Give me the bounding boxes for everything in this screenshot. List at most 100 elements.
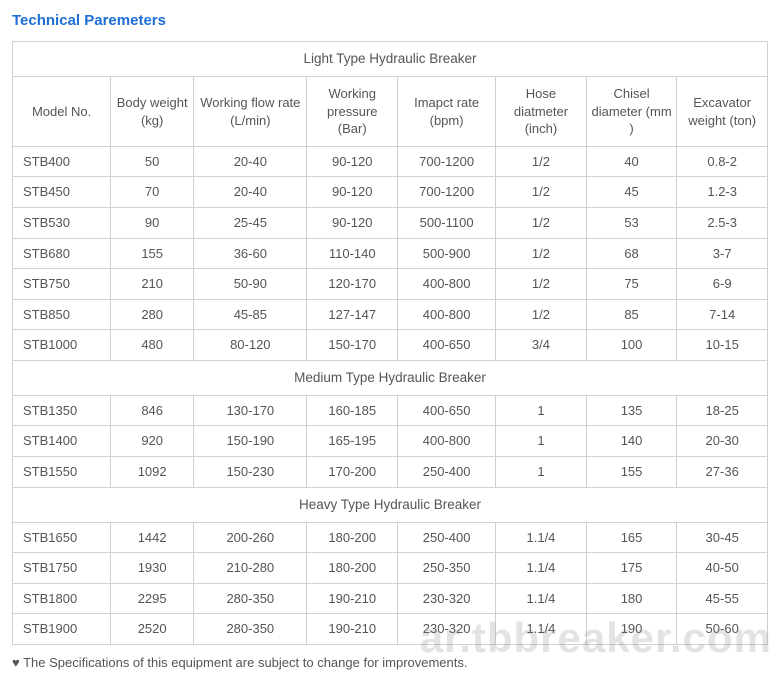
- table-cell: 40-50: [677, 553, 768, 584]
- table-cell: 920: [111, 426, 194, 457]
- table-cell: 25-45: [194, 207, 307, 238]
- table-cell: 20-40: [194, 146, 307, 177]
- table-cell: STB1000: [13, 330, 111, 361]
- table-cell: 2.5-3: [677, 207, 768, 238]
- table-cell: 190: [586, 614, 677, 645]
- table-cell: 230-320: [398, 614, 496, 645]
- table-cell: 165-195: [307, 426, 398, 457]
- table-row: STB1400920150-190165-195400-800114020-30: [13, 426, 768, 457]
- table-cell: STB1750: [13, 553, 111, 584]
- table-cell: STB680: [13, 238, 111, 269]
- column-header: Hose diatmeter (inch): [496, 77, 587, 147]
- table-cell: 1/2: [496, 146, 587, 177]
- table-cell: 200-260: [194, 522, 307, 553]
- table-cell: 1/2: [496, 269, 587, 300]
- table-cell: 70: [111, 177, 194, 208]
- table-cell: 7-14: [677, 299, 768, 330]
- table-cell: 210-280: [194, 553, 307, 584]
- table-cell: 10-15: [677, 330, 768, 361]
- table-cell: 1/2: [496, 177, 587, 208]
- table-cell: 53: [586, 207, 677, 238]
- table-cell: 1.2-3: [677, 177, 768, 208]
- table-cell: 75: [586, 269, 677, 300]
- table-cell: 165: [586, 522, 677, 553]
- table-cell: 180-200: [307, 553, 398, 584]
- table-cell: STB400: [13, 146, 111, 177]
- table-cell: 700-1200: [398, 177, 496, 208]
- table-cell: 180: [586, 583, 677, 614]
- table-cell: 250-400: [398, 522, 496, 553]
- table-cell: STB530: [13, 207, 111, 238]
- table-cell: 190-210: [307, 583, 398, 614]
- table-cell: 1.1/4: [496, 614, 587, 645]
- table-cell: 150-170: [307, 330, 398, 361]
- table-cell: 400-800: [398, 426, 496, 457]
- column-header: Imapct rate (bpm): [398, 77, 496, 147]
- column-header: Working pressure (Bar): [307, 77, 398, 147]
- table-cell: 68: [586, 238, 677, 269]
- table-cell: 110-140: [307, 238, 398, 269]
- table-cell: 3-7: [677, 238, 768, 269]
- table-cell: 45: [586, 177, 677, 208]
- table-cell: 18-25: [677, 395, 768, 426]
- table-cell: 100: [586, 330, 677, 361]
- table-row: STB85028045-85127-147400-8001/2857-14: [13, 299, 768, 330]
- table-cell: 700-1200: [398, 146, 496, 177]
- table-cell: 210: [111, 269, 194, 300]
- table-cell: 135: [586, 395, 677, 426]
- table-cell: 20-30: [677, 426, 768, 457]
- table-cell: 130-170: [194, 395, 307, 426]
- section-header: Heavy Type Hydraulic Breaker: [13, 487, 768, 522]
- table-cell: 400-800: [398, 269, 496, 300]
- table-cell: 170-200: [307, 457, 398, 488]
- table-cell: 280-350: [194, 614, 307, 645]
- table-cell: 480: [111, 330, 194, 361]
- table-row: STB4005020-4090-120700-12001/2400.8-2: [13, 146, 768, 177]
- table-cell: 400-650: [398, 330, 496, 361]
- table-cell: 1.1/4: [496, 522, 587, 553]
- table-cell: 500-1100: [398, 207, 496, 238]
- table-cell: 500-900: [398, 238, 496, 269]
- table-row: STB68015536-60110-140500-9001/2683-7: [13, 238, 768, 269]
- table-row: STB18002295280-350190-210230-3201.1/4180…: [13, 583, 768, 614]
- table-cell: 30-45: [677, 522, 768, 553]
- table-cell: 40: [586, 146, 677, 177]
- table-row: STB15501092150-230170-200250-400115527-3…: [13, 457, 768, 488]
- table-cell: 230-320: [398, 583, 496, 614]
- table-cell: 20-40: [194, 177, 307, 208]
- column-header: Model No.: [13, 77, 111, 147]
- table-cell: 90-120: [307, 207, 398, 238]
- table-cell: 120-170: [307, 269, 398, 300]
- table-cell: 190-210: [307, 614, 398, 645]
- table-cell: 45-85: [194, 299, 307, 330]
- table-cell: 150-230: [194, 457, 307, 488]
- table-cell: 90: [111, 207, 194, 238]
- table-row: STB1350846130-170160-185400-650113518-25: [13, 395, 768, 426]
- table-cell: STB750: [13, 269, 111, 300]
- table-row: STB4507020-4090-120700-12001/2451.2-3: [13, 177, 768, 208]
- table-cell: STB1650: [13, 522, 111, 553]
- table-cell: 127-147: [307, 299, 398, 330]
- section-header: Light Type Hydraulic Breaker: [13, 42, 768, 77]
- table-cell: STB1400: [13, 426, 111, 457]
- table-cell: 400-800: [398, 299, 496, 330]
- table-cell: 1: [496, 426, 587, 457]
- footnote: ♥ The Specifications of this equipment a…: [12, 655, 768, 670]
- table-cell: 150-190: [194, 426, 307, 457]
- table-cell: STB1900: [13, 614, 111, 645]
- table-cell: 1930: [111, 553, 194, 584]
- table-row: STB100048080-120150-170400-6503/410010-1…: [13, 330, 768, 361]
- table-cell: 50-60: [677, 614, 768, 645]
- table-cell: 50: [111, 146, 194, 177]
- table-cell: 280: [111, 299, 194, 330]
- table-cell: 1: [496, 457, 587, 488]
- table-cell: STB1800: [13, 583, 111, 614]
- column-header: Excavator weight (ton): [677, 77, 768, 147]
- table-cell: 85: [586, 299, 677, 330]
- table-cell: 846: [111, 395, 194, 426]
- table-row: STB19002520280-350190-210230-3201.1/4190…: [13, 614, 768, 645]
- page-title: Technical Paremeters: [12, 12, 768, 29]
- table-cell: 27-36: [677, 457, 768, 488]
- table-cell: 155: [586, 457, 677, 488]
- table-cell: 1442: [111, 522, 194, 553]
